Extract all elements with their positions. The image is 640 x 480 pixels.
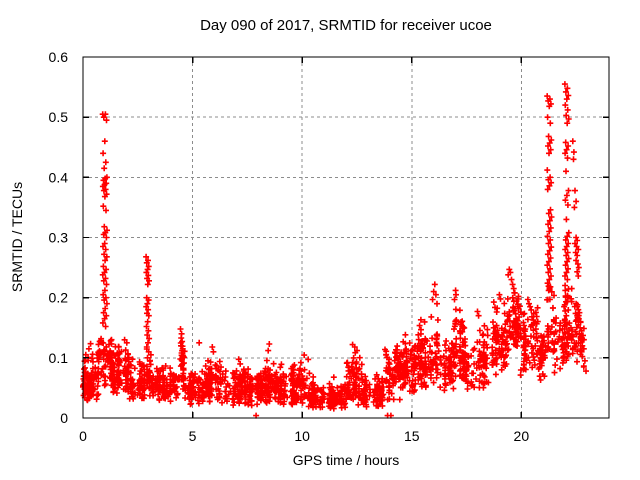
grid-lines — [83, 57, 609, 418]
y-tick-label: 0.6 — [49, 49, 69, 65]
chart-layer: 0 5 10 15 20 0 0.1 0.2 0.3 0.4 0.5 0.6 — [49, 49, 610, 444]
y-tick-label: 0.5 — [49, 109, 69, 125]
data-points — [80, 81, 589, 419]
y-axis-label: SRMTID / TECUs — [9, 182, 25, 292]
y-tick-label: 0.4 — [49, 169, 69, 185]
x-tick-label: 20 — [514, 428, 530, 444]
x-axis-label: GPS time / hours — [293, 452, 400, 468]
y-tick-label: 0 — [60, 410, 68, 426]
x-tick-label: 10 — [294, 428, 310, 444]
chart-title: Day 090 of 2017, SRMTID for receiver uco… — [200, 17, 492, 34]
x-tick-label: 5 — [189, 428, 197, 444]
y-tick-label: 0.1 — [49, 350, 69, 366]
y-tick-label: 0.2 — [49, 290, 69, 306]
plot-border — [82, 56, 610, 419]
x-tick-label: 0 — [79, 428, 87, 444]
y-tick-label: 0.3 — [49, 230, 69, 246]
x-tick-label: 15 — [404, 428, 420, 444]
